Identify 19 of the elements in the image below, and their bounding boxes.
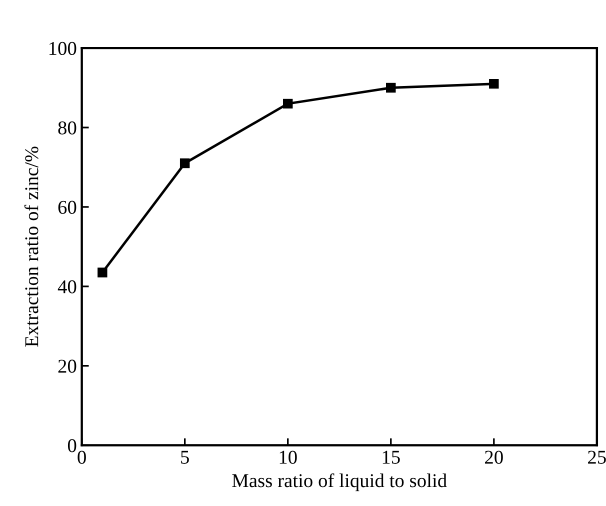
- x-tick-label: 20: [485, 450, 503, 464]
- point: [386, 82, 396, 93]
- y-tick-label: 40: [58, 280, 76, 294]
- y-tick-label: 80: [58, 121, 76, 134]
- x-tick-label: 0: [78, 450, 86, 464]
- y-tick-label: 20: [58, 360, 76, 373]
- point: [489, 78, 499, 89]
- point: [282, 98, 293, 109]
- x-tick-label: 25: [588, 450, 606, 464]
- x-axis-title: Mass ratio of liquid to solid: [232, 473, 447, 492]
- y-tick-label: 60: [58, 200, 76, 214]
- x-tick-label: 15: [382, 450, 400, 464]
- x-tick-label: 5: [181, 450, 189, 464]
- y-axis-title: Extraction ratio of zinc/%: [24, 146, 38, 347]
- y-tick-label: 0: [68, 439, 76, 452]
- x-tick-label: 10: [280, 450, 297, 464]
- y-tick-label: 100: [49, 42, 76, 56]
- point: [180, 158, 190, 168]
- point: [98, 268, 108, 278]
